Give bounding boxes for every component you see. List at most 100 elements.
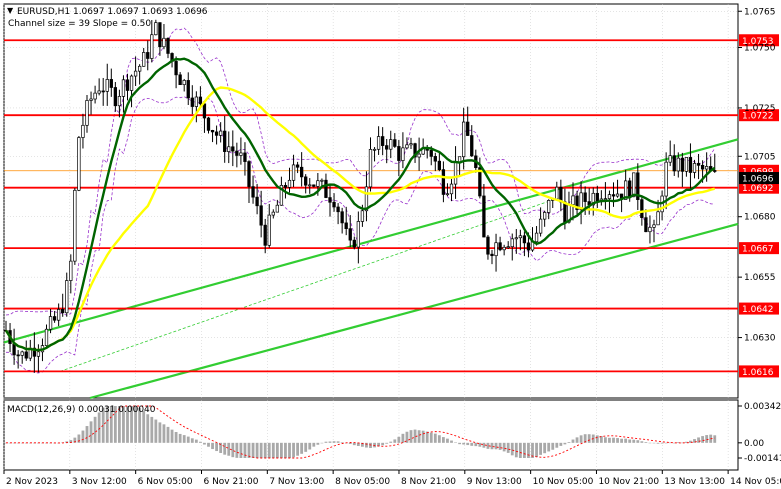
macd-histogram-bar <box>474 442 478 447</box>
candle-body <box>603 198 608 200</box>
candle-body <box>36 351 41 357</box>
macd-histogram-bar <box>304 442 308 452</box>
candle-body <box>348 228 352 241</box>
candle-body <box>214 131 219 136</box>
macd-histogram-bar <box>381 442 385 446</box>
candle-body <box>595 192 599 202</box>
level-price-badge <box>739 181 779 194</box>
candle-body <box>668 155 672 163</box>
macd-histogram-bar <box>284 442 287 458</box>
candle-body <box>437 160 441 170</box>
macd-histogram-bar <box>280 442 283 458</box>
macd-histogram-bar <box>235 442 239 458</box>
candle-body <box>125 79 130 91</box>
candle-body <box>81 124 85 138</box>
candle-body <box>162 37 166 48</box>
macd-histogram-bar <box>417 430 421 443</box>
candle-body <box>178 74 182 86</box>
candle-body <box>101 90 105 93</box>
macd-histogram-bar <box>203 442 206 445</box>
macd-histogram-bar <box>373 442 376 448</box>
candle-body <box>44 328 49 346</box>
macd-histogram-bar <box>89 421 93 443</box>
macd-histogram-bar <box>478 442 482 447</box>
macd-histogram-bar <box>616 438 619 443</box>
macd-histogram-bar <box>624 438 628 443</box>
macd-histogram-bar <box>425 431 429 443</box>
candle-body <box>133 70 138 77</box>
macd-histogram-bar <box>320 442 324 444</box>
candle-body <box>381 136 385 146</box>
candle-body <box>344 222 348 230</box>
candle-body <box>56 309 61 321</box>
candle-body <box>632 172 636 198</box>
candle-body <box>85 100 89 126</box>
macd-histogram-bar <box>255 442 259 458</box>
candle-body <box>210 130 215 133</box>
macd-histogram-bar <box>514 442 518 458</box>
macd-histogram-bar <box>697 437 700 443</box>
macd-histogram-bar <box>97 412 101 443</box>
macd-histogram-bar <box>113 406 117 443</box>
symbol-dropdown-icon[interactable]: ▼ <box>7 6 14 15</box>
candle-body <box>251 186 255 198</box>
candle-body <box>417 153 421 158</box>
candle-body <box>295 164 300 168</box>
macd-histogram-bar <box>583 434 587 443</box>
macd-histogram-bar <box>308 442 312 450</box>
candle-body <box>405 144 409 149</box>
macd-histogram-bar <box>446 438 449 443</box>
candle-body <box>462 121 466 158</box>
candle-body <box>579 192 583 210</box>
macd-histogram-bar <box>126 406 129 443</box>
candle-body <box>376 136 381 150</box>
candle-body <box>534 232 539 243</box>
candle-body <box>316 180 320 187</box>
candle-body <box>490 253 494 257</box>
macd-histogram-bar <box>620 438 623 443</box>
macd-histogram-bar <box>587 434 591 443</box>
candle-body <box>684 157 689 172</box>
fast-moving-average-line <box>4 57 716 352</box>
candle-body <box>263 224 267 246</box>
candle-body <box>320 179 324 182</box>
macd-indicator <box>4 405 717 459</box>
macd-histogram-bar <box>442 437 445 443</box>
candle-body <box>206 117 211 131</box>
candle-body <box>672 155 676 172</box>
candle-body <box>522 235 527 244</box>
macd-histogram-bar <box>531 442 534 458</box>
level-price-badge <box>739 34 779 47</box>
x-tick-label: 13 Nov 13:00 <box>664 477 725 487</box>
candle-body <box>607 194 612 199</box>
macd-histogram-bar <box>93 416 97 443</box>
macd-histogram-bar <box>328 441 332 443</box>
candle-body <box>239 152 243 156</box>
macd-histogram-bar <box>664 442 668 444</box>
candle-body <box>372 148 377 151</box>
macd-histogram-bar <box>259 442 263 458</box>
candle-body <box>696 163 701 166</box>
candle-body <box>182 80 186 86</box>
macd-histogram-bar <box>612 437 615 443</box>
candle-body <box>20 351 24 356</box>
candle-body <box>640 199 644 218</box>
candle-body <box>283 185 288 188</box>
macd-histogram-bar <box>672 442 676 444</box>
macd-histogram-bar <box>377 442 380 447</box>
candle-body <box>324 179 328 198</box>
macd-histogram-bar <box>393 439 397 443</box>
macd-histogram-bar <box>462 442 466 445</box>
current-price-label: 1.0696 <box>742 175 774 185</box>
macd-histogram-bar <box>251 442 255 458</box>
macd-histogram-bar <box>271 442 275 458</box>
level-price-label: 1.0692 <box>742 184 774 194</box>
x-tick-label: 10 Nov 05:00 <box>533 477 594 487</box>
x-tick-label: 10 Nov 21:00 <box>598 477 659 487</box>
macd-histogram-bar <box>689 440 692 443</box>
macd-histogram-bar <box>385 442 389 444</box>
candle-body <box>453 162 458 185</box>
candle-body <box>615 193 620 197</box>
macd-histogram-bar <box>401 433 405 443</box>
